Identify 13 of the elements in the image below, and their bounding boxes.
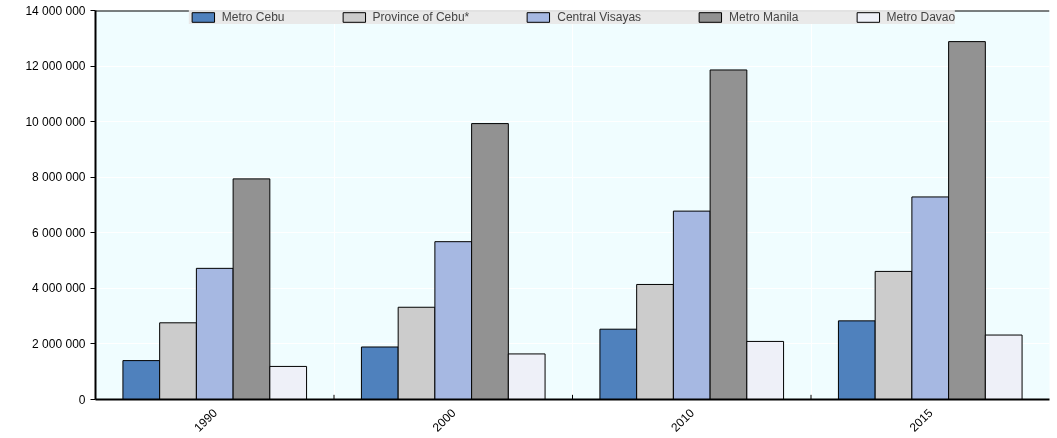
y-tick-label: 10 000 000 <box>25 114 86 129</box>
y-tick-label: 2 000 000 <box>32 336 86 351</box>
y-tick-label: 8 000 000 <box>32 170 86 185</box>
legend-label: Metro Cebu <box>221 10 285 24</box>
y-tick-label: 4 000 000 <box>32 281 86 296</box>
legend-label: Central Visayas <box>557 10 642 24</box>
legend-label: Metro Davao <box>886 10 956 24</box>
y-tick-label: 6 000 000 <box>32 225 86 240</box>
y-tick-label: 12 000 000 <box>25 59 86 74</box>
y-tick-label: 0 <box>78 392 86 407</box>
y-tick-label: 14 000 000 <box>25 3 86 18</box>
legend-label: Metro Manila <box>729 10 799 24</box>
legend-label: Province of Cebu* <box>372 10 470 24</box>
